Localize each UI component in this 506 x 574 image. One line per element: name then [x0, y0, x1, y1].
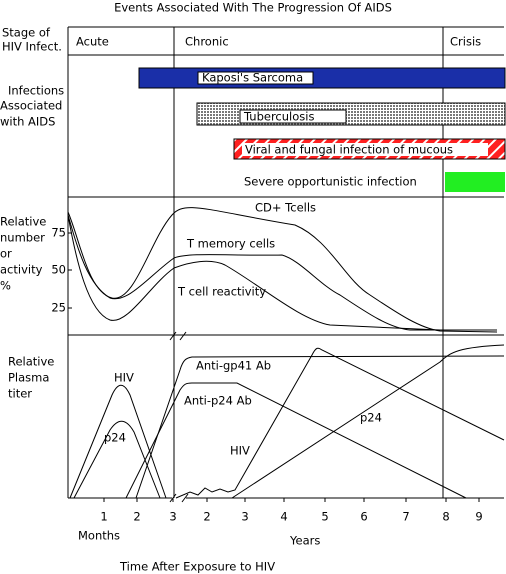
tick-label: 25 [51, 301, 66, 315]
curve [231, 344, 505, 499]
tick-label: 8 [442, 510, 449, 524]
curve-label: T memory cells [186, 237, 275, 251]
curve-label: Anti-gp41 Ab [196, 359, 271, 373]
axis-label: Months [78, 529, 120, 543]
tick-label: 5 [321, 510, 328, 524]
phase: Acute [76, 35, 109, 49]
tick-label: 2 [133, 510, 140, 524]
title: Events Associated With The Progression O… [114, 1, 392, 15]
tick-label: 6 [360, 510, 367, 524]
curve [125, 382, 467, 499]
tick-label: 7 [402, 510, 409, 524]
section-label: or [0, 247, 12, 261]
tick-label: 9 [475, 510, 482, 524]
curve-label: HIV [230, 444, 250, 458]
frame [67, 26, 504, 503]
axis-label: Years [289, 534, 320, 548]
bar-label-box [242, 143, 488, 156]
tick-label: 50 [51, 263, 66, 277]
bar-label: Viral and fungal infection of mucous [245, 143, 453, 157]
section-label: number [0, 231, 45, 245]
tick-label: 3 [241, 510, 248, 524]
phase: Crisis [450, 35, 481, 49]
bar-label: Kaposi's Sarcoma [202, 71, 303, 85]
curve [73, 420, 161, 499]
bar-label-box [197, 71, 314, 85]
tick-label: 1 [100, 510, 107, 524]
section-label: with AIDS [0, 115, 55, 129]
curve [67, 214, 441, 331]
curve-label: T cell reactivity [177, 285, 266, 299]
curve [175, 347, 505, 499]
section-label: activity [0, 263, 43, 277]
tick-label: 75 [51, 226, 66, 240]
stage-label: Stage of [2, 26, 51, 40]
tick-label: 2 [203, 510, 210, 524]
tick-label: 4 [280, 510, 287, 524]
stage-label: HIV Infect. [2, 40, 62, 54]
section-label: % [0, 279, 11, 293]
section-label: Relative [8, 355, 54, 369]
section-label: Associated [0, 99, 62, 113]
section-label: Plasma [8, 371, 49, 385]
axis-title: Time After Exposure to HIV [119, 560, 275, 574]
bar [138, 67, 506, 89]
curve [67, 207, 498, 333]
curve-label: HIV [114, 371, 134, 385]
bar-label: Tuberculosis [243, 110, 314, 124]
phase: Chronic [185, 35, 229, 49]
bar [445, 172, 505, 192]
curve-label: p24 [104, 431, 126, 445]
bar-label-box [239, 109, 347, 124]
curve-label: p24 [360, 411, 382, 425]
curve [135, 355, 505, 499]
curve-label: CD+ Tcells [255, 201, 316, 215]
section-label: Infections [8, 84, 64, 98]
tick-label: 3 [169, 510, 176, 524]
curve-label: Anti-p24 Ab [184, 394, 252, 408]
section-label: Relative [0, 215, 46, 229]
curve [67, 214, 497, 331]
curve [69, 384, 167, 499]
section-label: titer [8, 387, 32, 401]
x-axis: 1 2 3 2 3 4 5 6 7 8 9 [100, 498, 483, 524]
bar-label: Severe opportunistic infection [244, 175, 417, 189]
